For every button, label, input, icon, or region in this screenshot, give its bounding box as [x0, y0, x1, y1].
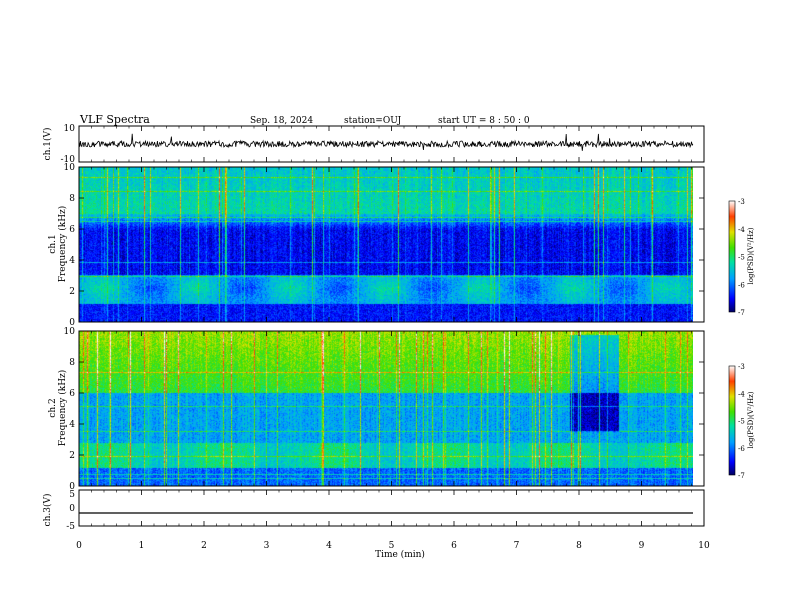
- colorbar-tick-label: -4: [738, 226, 745, 234]
- frequency-tick-label: 0: [69, 318, 75, 328]
- frequency-tick-label: 2: [69, 287, 75, 297]
- ch1-ytick-top: 10: [64, 124, 76, 134]
- ch1-waveform-line: [78, 133, 694, 151]
- colorbar-tick-label: -6: [738, 281, 745, 289]
- time-axis-tick-label: 8: [576, 541, 582, 551]
- frequency-tick-label: 4: [69, 256, 75, 266]
- time-axis-tick-label: 0: [76, 541, 82, 551]
- ch3-ytick-mid: 0: [69, 504, 75, 514]
- ch2-spectrogram-image: [79, 331, 693, 486]
- ch1-ylabel: ch.1(V): [42, 128, 53, 161]
- colorbar-tick-label: -3: [738, 363, 745, 371]
- ch2-colorbar: [728, 365, 736, 476]
- frequency-tick-label: 8: [69, 194, 75, 204]
- frequency-tick-label: 10: [64, 327, 76, 337]
- colorbar-tick-label: -7: [738, 309, 745, 317]
- colorbar-tick-label: -6: [738, 445, 745, 453]
- time-axis: 0 1 2 3 4 5 6 7 8 9 10: [76, 126, 710, 551]
- ch3-ylabel: ch.3(V): [42, 494, 53, 527]
- ch1-colorbar-label: log(PSD)(V²/Hz): [747, 227, 755, 284]
- time-axis-tick-label: 10: [698, 541, 710, 551]
- colorbar-tick-label: -5: [738, 254, 745, 262]
- time-axis-tick-label: 6: [451, 541, 457, 551]
- frequency-tick-label: 6: [69, 225, 75, 235]
- ch1-ytick-bottom: -10: [61, 155, 76, 165]
- start-time-label: start UT = 8 : 50 : 0: [438, 116, 530, 126]
- date-label: Sep. 18, 2024: [250, 116, 313, 126]
- ch2-spec-ylabel-top: ch.2: [48, 398, 58, 417]
- ch3-ytick-top: 5: [69, 490, 75, 500]
- frequency-tick-label: 6: [69, 389, 75, 399]
- colorbar-tick-label: -3: [738, 198, 745, 206]
- time-axis-tick-label: 1: [139, 541, 145, 551]
- colorbar-tick-label: -7: [738, 472, 745, 480]
- colorbar-tick-label: -4: [738, 390, 745, 398]
- ch1-spec-ylabel-top: ch.1: [48, 234, 58, 253]
- figure-title: VLF Spectra: [79, 113, 150, 126]
- time-axis-tick-label: 5: [389, 541, 395, 551]
- frequency-tick-label: 0: [69, 482, 75, 492]
- frequency-tick-label: 8: [69, 358, 75, 368]
- ch3-ytick-bottom: -5: [66, 522, 75, 532]
- ch1-spec-ylabel: Frequency (kHz): [57, 206, 68, 283]
- ch2-colorbar-label: log(PSD)(V²/Hz): [747, 391, 755, 448]
- ch1-colorbar: [728, 200, 736, 313]
- ch1-waveform-panel: ch.1(V) 10 -10: [42, 124, 705, 165]
- time-axis-tick-label: 9: [639, 541, 645, 551]
- ch1-spectrogram-image: [79, 167, 693, 322]
- station-label: station=OUJ: [344, 116, 402, 126]
- frequency-tick-label: 10: [64, 163, 76, 173]
- frequency-tick-label: 4: [69, 420, 75, 430]
- colorbar-tick-label: -5: [738, 418, 745, 426]
- time-axis-label: Time (min): [375, 549, 425, 560]
- time-axis-tick-label: 7: [514, 541, 520, 551]
- time-axis-tick-label: 2: [201, 541, 207, 551]
- ch2-spec-ylabel: Frequency (kHz): [57, 370, 68, 447]
- time-axis-tick-label: 3: [264, 541, 270, 551]
- time-axis-tick-label: 4: [326, 541, 332, 551]
- frequency-tick-label: 2: [69, 451, 75, 461]
